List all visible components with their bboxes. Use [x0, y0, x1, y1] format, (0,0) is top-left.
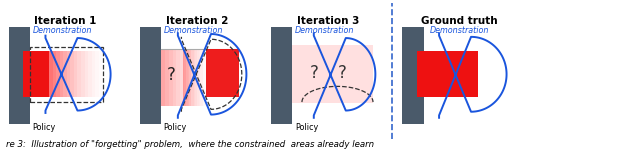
Text: Demonstration: Demonstration	[295, 26, 355, 35]
Bar	[88, 51, 92, 97]
Bar	[70, 51, 74, 97]
Bar	[74, 51, 77, 97]
Text: Iteration 1: Iteration 1	[35, 16, 97, 26]
Bar	[195, 49, 197, 106]
Bar	[169, 49, 173, 106]
Bar	[165, 49, 169, 106]
Text: Demonstration: Demonstration	[429, 26, 489, 35]
Bar	[202, 49, 206, 106]
Bar	[77, 51, 81, 97]
Bar	[60, 51, 63, 97]
Bar	[195, 49, 199, 106]
Bar	[189, 49, 191, 106]
Text: Demonstration: Demonstration	[164, 26, 223, 35]
Bar	[197, 49, 200, 106]
Bar	[180, 49, 184, 106]
Bar	[204, 49, 206, 106]
Bar	[92, 51, 95, 97]
Bar	[67, 51, 70, 97]
Bar	[191, 49, 195, 106]
Text: Policy: Policy	[164, 123, 187, 132]
Bar	[417, 51, 478, 97]
Bar	[99, 51, 102, 97]
Bar	[49, 51, 52, 97]
Bar	[403, 27, 424, 124]
Bar	[52, 51, 56, 97]
Bar	[271, 27, 292, 124]
Bar	[140, 27, 161, 124]
Bar	[176, 49, 180, 106]
Text: Iteration 2: Iteration 2	[166, 16, 228, 26]
Text: ?: ?	[309, 64, 318, 82]
Bar	[63, 51, 67, 97]
Text: Policy: Policy	[295, 123, 318, 132]
Bar	[191, 49, 195, 106]
Bar	[56, 51, 60, 97]
Bar	[199, 49, 202, 106]
Text: Policy: Policy	[33, 123, 56, 132]
Bar	[186, 49, 189, 106]
Bar	[23, 51, 49, 97]
Text: Demonstration: Demonstration	[33, 26, 92, 35]
Bar	[184, 49, 188, 106]
Text: ?: ?	[338, 64, 347, 82]
Bar	[161, 49, 165, 106]
Text: Iteration 3: Iteration 3	[297, 16, 359, 26]
Bar	[84, 51, 88, 97]
Text: re 3:  Illustration of "forgetting" problem,  where the constrained  areas alrea: re 3: Illustration of "forgetting" probl…	[6, 140, 374, 149]
Bar	[206, 49, 239, 97]
Bar	[81, 51, 84, 97]
Bar	[173, 49, 176, 106]
Text: Ground truth: Ground truth	[421, 16, 497, 26]
Bar	[95, 51, 99, 97]
Bar	[30, 47, 104, 102]
Bar	[292, 45, 373, 103]
Text: ?: ?	[166, 66, 175, 85]
Bar	[182, 49, 186, 106]
Bar	[200, 49, 204, 106]
Bar	[9, 27, 30, 124]
Bar	[188, 49, 191, 106]
